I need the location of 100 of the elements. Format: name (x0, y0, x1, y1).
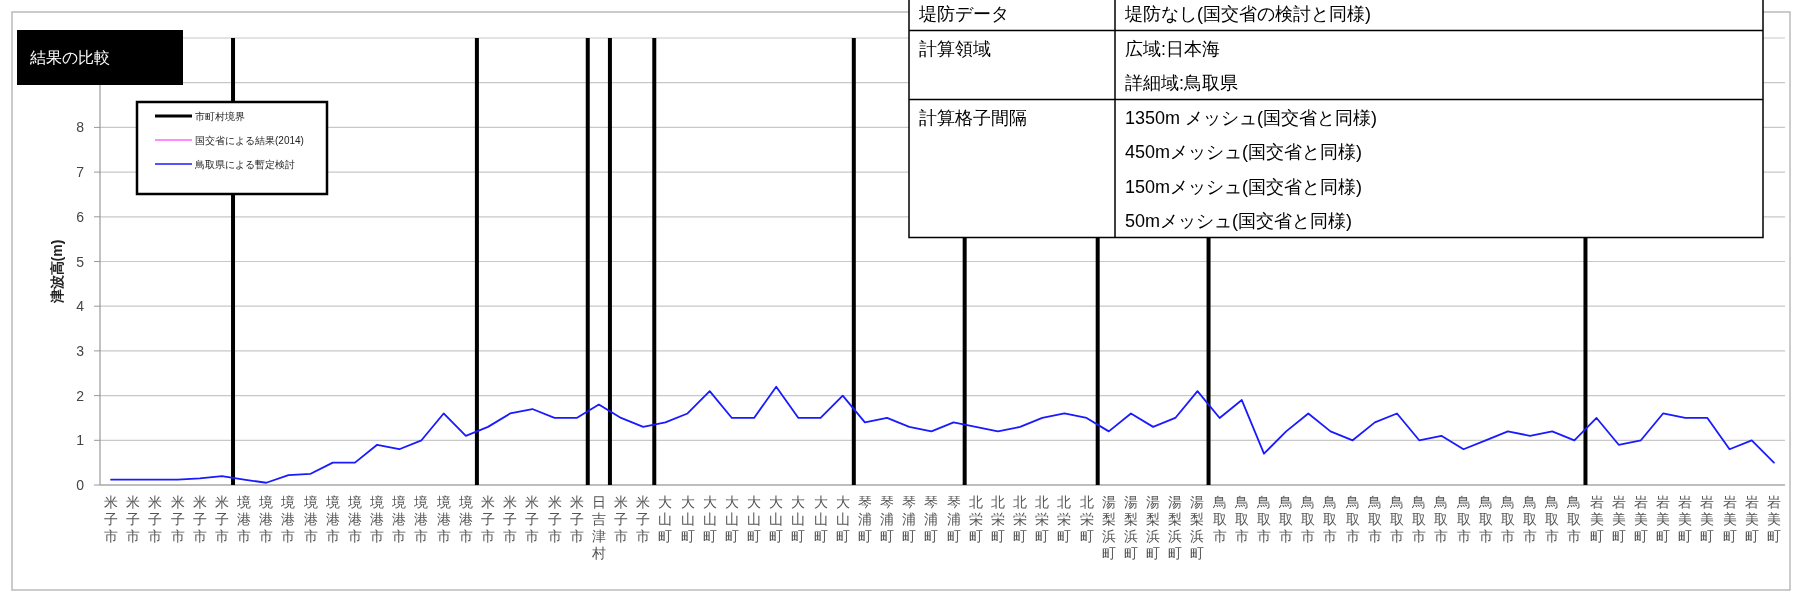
x-tick-label: 湯梨浜町 (1168, 494, 1183, 561)
line-series (110, 385, 1775, 484)
x-tick-label: 境港市 (236, 494, 252, 544)
x-tick-label: 北栄町 (1079, 494, 1094, 544)
y-tick-label: 5 (76, 253, 85, 270)
x-tick-label: 米子市 (614, 494, 629, 544)
x-tick-label: 鳥取市 (1211, 494, 1227, 544)
x-tick-label: 鳥取市 (1455, 494, 1471, 544)
x-tick-label: 鳥取市 (1255, 494, 1271, 544)
y-tick-label: 4 (76, 298, 85, 315)
x-tick-label: 大山町 (769, 494, 784, 544)
x-tick-label: 境港市 (280, 494, 296, 544)
annotation: 詳細域:鳥取県 (1125, 73, 1239, 93)
x-tick-label: 境港市 (391, 494, 407, 544)
x-tick-label: 岩美町 (1656, 494, 1671, 544)
x-tick-label: 琴浦町 (946, 494, 961, 544)
x-tick-label: 琴浦町 (857, 494, 872, 544)
y-tick-label: 7 (76, 164, 85, 181)
x-tick-label: 岩美町 (1589, 494, 1604, 544)
x-tick-label: 琴浦町 (924, 494, 939, 544)
y-tick-label: 6 (76, 208, 85, 225)
x-tick-label: 米子市 (503, 494, 518, 544)
x-tick-label: 米子市 (547, 494, 562, 544)
x-tick-label: 岩美町 (1766, 494, 1781, 544)
y-tick-label: 2 (76, 387, 85, 404)
x-tick-label: 大山町 (658, 494, 673, 544)
annotation: 1350m メッシュ(国交省と同様) (1125, 107, 1378, 128)
y-axis-title: 津波高(m) (49, 239, 65, 305)
x-tick-label: 湯梨浜町 (1101, 494, 1116, 561)
x-tick-label: 米子市 (148, 494, 163, 544)
x-tick-label: 米子市 (104, 494, 119, 544)
x-tick-label: 湯梨浜町 (1190, 494, 1205, 561)
x-tick-label: 大山町 (747, 494, 762, 544)
x-tick-label: 岩美町 (1744, 494, 1759, 544)
x-tick-label: 米子市 (126, 494, 141, 544)
x-tick-label: 鳥取市 (1344, 494, 1360, 544)
x-tick-label: 米子市 (170, 494, 185, 544)
x-tick-label: 鳥取市 (1366, 494, 1382, 544)
x-tick-label: 北栄町 (1057, 494, 1072, 544)
x-tick-label: 鳥取市 (1300, 494, 1316, 544)
x-tick-label: 琴浦町 (902, 494, 917, 544)
annotation: 計算格子間隔 (919, 107, 1027, 128)
x-tick-label: 岩美町 (1633, 494, 1648, 544)
annotation: 150mメッシュ(国交省と同様) (1125, 176, 1363, 197)
x-tick-label: 米子市 (569, 494, 584, 544)
x-tick-label: 鳥取市 (1477, 494, 1493, 544)
y-tick-label: 8 (76, 119, 85, 136)
x-tick-label: 鳥取市 (1278, 494, 1294, 544)
x-tick-label: 米子市 (525, 494, 540, 544)
x-tick-label: 鳥取市 (1322, 494, 1338, 544)
x-tick-label: 大山町 (680, 494, 695, 544)
x-tick-label: 米子市 (214, 494, 229, 544)
annotation: 広域:日本海 (1125, 38, 1221, 59)
legend-label: 鳥取県による暫定検討 (194, 159, 295, 170)
x-tick-label: 湯梨浜町 (1146, 494, 1161, 561)
x-tick-label: 鳥取市 (1233, 494, 1249, 544)
x-tick-label: 米子市 (480, 494, 495, 544)
x-tick-label: 境港市 (258, 494, 274, 544)
x-tick-label: 大山町 (835, 494, 850, 544)
annotation: 市町村境界 (195, 111, 245, 122)
x-tick-label: 大山町 (724, 494, 739, 544)
x-tick-label: 岩美町 (1678, 494, 1693, 544)
legend-label: 国交省による結果(2014) (195, 135, 304, 146)
x-tick-label: 境港市 (324, 494, 340, 544)
x-tick-label: 北栄町 (968, 494, 983, 544)
x-tick-label: 大山町 (813, 494, 828, 544)
text: 堤防なし(国交省の検討と同様) (1124, 4, 1371, 24)
x-tick-label: 境港市 (369, 494, 385, 544)
x-tick-label: 米子市 (192, 494, 207, 544)
annotation: 計算領域 (919, 38, 991, 59)
x-tick-label: 大山町 (791, 494, 806, 544)
x-tick-label: 米子市 (636, 494, 651, 544)
x-tick-label: 境港市 (457, 494, 473, 544)
x-tick-label: 鳥取市 (1499, 494, 1515, 544)
x-tick-label: 湯梨浜町 (1123, 494, 1138, 561)
x-tick-label: 北栄町 (1035, 494, 1050, 544)
x-tick-label: 鳥取市 (1544, 494, 1560, 544)
x-tick-label: 鳥取市 (1389, 494, 1405, 544)
x-tick-label: 北栄町 (1013, 494, 1028, 544)
x-tick-label: 境港市 (302, 494, 318, 544)
x-tick-label: 鳥取市 (1566, 494, 1582, 544)
y-tick-label: 1 (76, 432, 85, 449)
annotation: 450mメッシュ(国交省と同様) (1125, 142, 1363, 162)
x-tick-label: 琴浦町 (880, 494, 895, 544)
x-tick-label: 鳥取市 (1411, 494, 1427, 544)
x-tick-label: 岩美町 (1700, 494, 1715, 544)
x-tick-label: 岩美町 (1611, 494, 1626, 544)
x-tick-label: 鳥取市 (1522, 494, 1538, 544)
text: 堤防データ (918, 4, 1009, 24)
x-tick-label: 境港市 (413, 494, 429, 544)
x-tick-label: 日吉津村 (590, 494, 606, 561)
x-tick-label: 境港市 (435, 494, 451, 544)
y-tick-label: 0 (76, 477, 85, 493)
x-tick-label: 北栄町 (990, 494, 1005, 544)
x-tick-label: 大山町 (702, 494, 717, 544)
x-tick-label: 岩美町 (1722, 494, 1737, 544)
text: 結果の比較 (29, 49, 110, 66)
annotation: 50mメッシュ(国交省と同様) (1125, 211, 1353, 231)
x-tick-label: 境港市 (346, 494, 362, 544)
x-tick-label: 鳥取市 (1433, 494, 1449, 544)
